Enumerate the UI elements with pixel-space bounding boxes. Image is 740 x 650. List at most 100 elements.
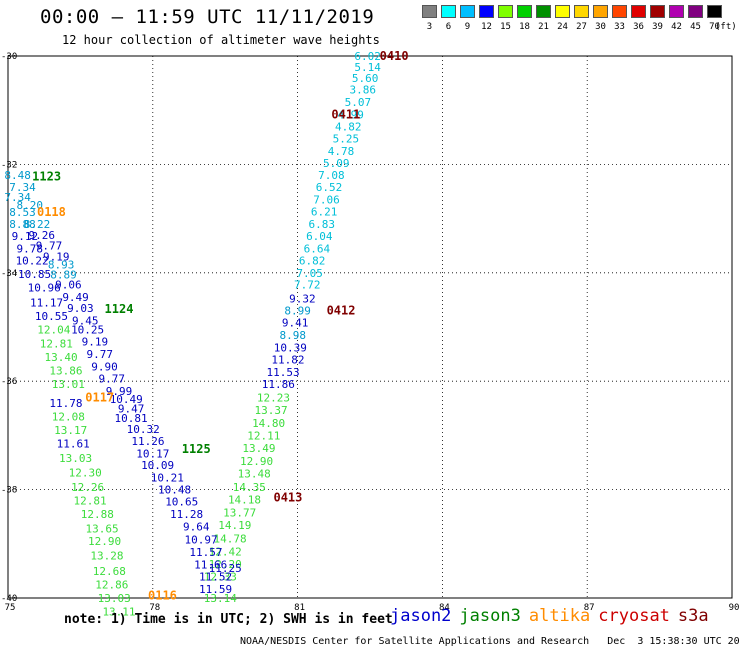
chart-title: 00:00 – 11:59 UTC 11/11/2019 bbox=[40, 6, 375, 28]
wave-height-mark: 8.89 bbox=[50, 268, 77, 281]
wave-height-mark: 11.61 bbox=[57, 438, 90, 451]
scale-label: 45 bbox=[690, 22, 701, 32]
wave-height-mark: 11.26 bbox=[131, 435, 164, 448]
wave-height-mark: 4.82 bbox=[335, 120, 362, 133]
wave-height-mark: 9.19 bbox=[43, 251, 70, 264]
wave-height-mark: 7.05 bbox=[296, 267, 323, 280]
wave-height-mark: 10.21 bbox=[151, 472, 184, 485]
wave-height-mark: 5.14 bbox=[354, 61, 381, 74]
wave-height-mark: 12.81 bbox=[73, 494, 106, 507]
wave-height-mark: 13.65 bbox=[86, 523, 119, 536]
pass-time-label: 0410 bbox=[380, 49, 409, 63]
wave-height-mark: 11.66 bbox=[194, 558, 227, 571]
wave-height-mark: 5.60 bbox=[352, 72, 379, 85]
wave-height-mark: 11.25 bbox=[209, 562, 242, 575]
y-tick-label: -32 bbox=[1, 160, 17, 170]
wave-height-mark: 10.65 bbox=[165, 496, 198, 509]
wave-height-mark: 5.07 bbox=[345, 96, 372, 109]
wave-height-mark: 12.26 bbox=[71, 481, 104, 494]
legend-entry: cryosat bbox=[598, 606, 670, 626]
wave-height-mark: 8.48 bbox=[4, 169, 31, 182]
wave-height-mark: 5.09 bbox=[323, 157, 350, 170]
scale-label: 3 bbox=[426, 22, 433, 32]
wave-height-mark: 6.02 bbox=[354, 50, 381, 63]
scale-label: 70 bbox=[709, 22, 720, 32]
wave-height-mark: 9.77 bbox=[99, 372, 126, 385]
wave-height-mark: 9.64 bbox=[183, 520, 210, 533]
wave-height-mark: 10.25 bbox=[71, 324, 104, 337]
wave-height-mark: 13.11 bbox=[102, 606, 135, 619]
pass-time-label: 0413 bbox=[273, 491, 302, 505]
scale-label: 9 bbox=[464, 22, 471, 32]
scale-swatch bbox=[574, 5, 589, 18]
wave-height-mark: 12.20 bbox=[209, 558, 242, 571]
scale-swatch bbox=[536, 5, 551, 18]
wave-height-mark: 6.52 bbox=[316, 181, 343, 194]
wave-height-mark: 7.06 bbox=[313, 194, 340, 207]
wave-height-mark: 10.17 bbox=[136, 447, 169, 460]
axis-ticks: 75 78 81 84 87 90 -30 -32 -34 -36 -38 -40 bbox=[1, 52, 739, 613]
wave-height-mark: 9.26 bbox=[29, 229, 56, 242]
scale-swatch bbox=[441, 5, 456, 18]
wave-height-mark: 6.04 bbox=[306, 230, 333, 243]
wave-height-mark: 12.68 bbox=[93, 565, 126, 578]
wave-height-mark: 9.90 bbox=[91, 361, 118, 374]
scale-swatch bbox=[631, 5, 646, 18]
credit-line: NOAA/NESDIS Center for Satellite Applica… bbox=[240, 636, 740, 647]
x-tick-label: 75 bbox=[5, 603, 16, 613]
wave-height-mark: 11.78 bbox=[49, 397, 82, 410]
wave-height-mark: 11.17 bbox=[30, 297, 63, 310]
scale-swatch bbox=[669, 5, 684, 18]
scale-label: 24 bbox=[557, 22, 568, 32]
wave-height-mark: 11.28 bbox=[170, 508, 203, 521]
wave-height-mark: 9.32 bbox=[289, 292, 316, 305]
pass-time-label: 0411 bbox=[331, 108, 360, 122]
scale-label: 12 bbox=[481, 22, 492, 32]
y-tick-label: -38 bbox=[1, 486, 17, 496]
wave-height-mark: 12.33 bbox=[204, 570, 237, 583]
scale-swatch bbox=[460, 5, 475, 18]
scale-swatch bbox=[422, 5, 437, 18]
y-tick-label: -30 bbox=[1, 52, 17, 62]
chart-subtitle: 12 hour collection of altimeter wave hei… bbox=[62, 33, 380, 47]
wave-height-mark: 10.85 bbox=[18, 268, 51, 281]
wave-height-mark: 12.81 bbox=[40, 337, 73, 350]
scale-label: 27 bbox=[576, 22, 587, 32]
pass-time-label: 0117 bbox=[85, 390, 114, 404]
wave-height-mark: 12.90 bbox=[88, 535, 121, 548]
wave-height-mark: 13.03 bbox=[98, 592, 131, 605]
scale-label: 6 bbox=[445, 22, 452, 32]
wave-height-mark: 12.90 bbox=[240, 455, 273, 468]
wave-height-mark: 8.99 bbox=[284, 305, 311, 318]
wave-height-mark: 12.23 bbox=[257, 391, 290, 404]
scale-label: 30 bbox=[595, 22, 606, 32]
wave-height-mark: 9.06 bbox=[55, 279, 82, 292]
wave-height-mark: 10.81 bbox=[115, 412, 148, 425]
wave-height-mark: 13.37 bbox=[254, 404, 287, 417]
wave-height-mark: 9.99 bbox=[106, 385, 133, 398]
wave-height-mark: 5.25 bbox=[333, 132, 360, 145]
wave-height-mark: 14.80 bbox=[252, 417, 285, 430]
wave-height-mark: 7.72 bbox=[294, 279, 321, 292]
plot-frame bbox=[7, 55, 733, 599]
wave-height-mark: 10.32 bbox=[127, 423, 160, 436]
wave-height-mark: 13.17 bbox=[54, 424, 87, 437]
wave-height-mark: 13.03 bbox=[59, 452, 92, 465]
wave-height-mark: 8.93 bbox=[48, 259, 75, 272]
wave-height-mark: 13.86 bbox=[49, 364, 82, 377]
footnote: note: 1) Time is in UTC; 2) SWH is in fe… bbox=[64, 612, 393, 627]
wave-height-mark: 12.42 bbox=[209, 545, 242, 558]
y-tick-label: -36 bbox=[1, 377, 17, 387]
wave-height-mark: 9.78 bbox=[16, 242, 43, 255]
wave-height-mark: 8.22 bbox=[24, 218, 51, 231]
wave-height-mark: 6.21 bbox=[311, 206, 338, 219]
wave-height-mark: 4.99 bbox=[337, 109, 364, 122]
pass-time-label: 1123 bbox=[32, 169, 61, 183]
wave-height-mark: 13.14 bbox=[204, 592, 237, 605]
wave-height-mark: 10.55 bbox=[35, 310, 68, 323]
y-tick-label: -34 bbox=[1, 269, 17, 279]
wave-height-mark: 8.98 bbox=[280, 329, 307, 342]
wave-height-mark: 12.08 bbox=[52, 410, 85, 423]
data-marks: 6.025.145.603.865.074.994.825.254.785.09… bbox=[4, 49, 408, 619]
scale-label: 36 bbox=[633, 22, 644, 32]
